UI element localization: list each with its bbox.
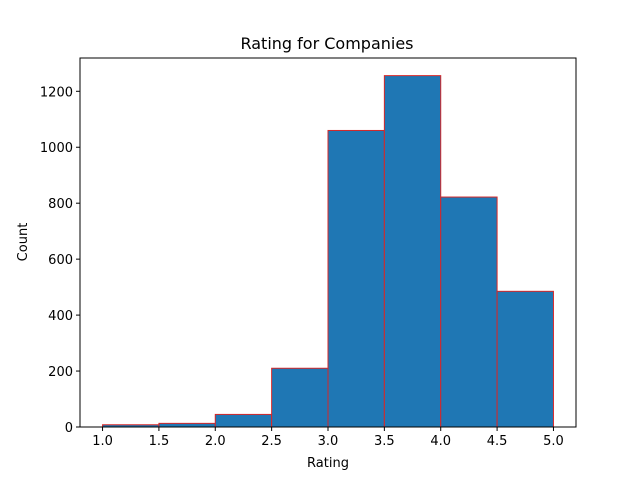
y-tick-label: 400: [48, 309, 73, 324]
bars-group: [102, 75, 554, 428]
x-tick-label: 3.0: [318, 434, 339, 449]
x-tick-label: 2.0: [205, 434, 226, 449]
x-tick-label: 4.0: [430, 434, 451, 449]
histogram-bar: [496, 290, 554, 428]
y-tick-label: 800: [48, 197, 73, 212]
chart-title: Rating for Companies: [240, 34, 413, 53]
y-axis-ticks: 0 200 400 600 800 1000 1200: [40, 85, 80, 436]
y-tick-label: 600: [48, 253, 73, 268]
plot-frame: [79, 57, 577, 428]
x-tick-label: 3.5: [374, 434, 395, 449]
histogram-bar: [327, 129, 385, 428]
x-tick-label: 1.5: [149, 434, 170, 449]
y-tick-label: 1200: [40, 85, 73, 100]
x-tick-label: 4.5: [487, 434, 508, 449]
histogram-bar: [214, 413, 273, 428]
x-tick-label: 2.5: [261, 434, 282, 449]
histogram-bar: [440, 196, 498, 428]
y-axis-label: Count: [16, 223, 31, 262]
x-tick-label: 5.0: [543, 434, 564, 449]
y-tick-label: 1000: [40, 141, 73, 156]
histogram-bar: [158, 422, 216, 428]
x-axis-label: Rating: [307, 456, 349, 471]
y-tick-label: 200: [48, 365, 73, 380]
x-tick-label: 1.0: [92, 434, 113, 449]
y-tick-label: 0: [65, 421, 73, 436]
histogram-bar: [383, 75, 442, 428]
x-axis-ticks: 1.0 1.5 2.0 2.5 3.0 3.5 4.0 4.5 5.0: [92, 427, 564, 449]
histogram-bar: [271, 367, 329, 428]
